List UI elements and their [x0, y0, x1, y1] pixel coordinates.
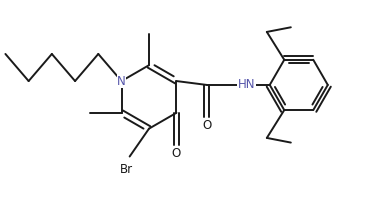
Text: N: N	[117, 74, 126, 88]
Text: Br: Br	[120, 164, 133, 177]
Text: HN: HN	[238, 78, 255, 91]
Text: O: O	[202, 119, 211, 132]
Text: O: O	[172, 147, 181, 160]
